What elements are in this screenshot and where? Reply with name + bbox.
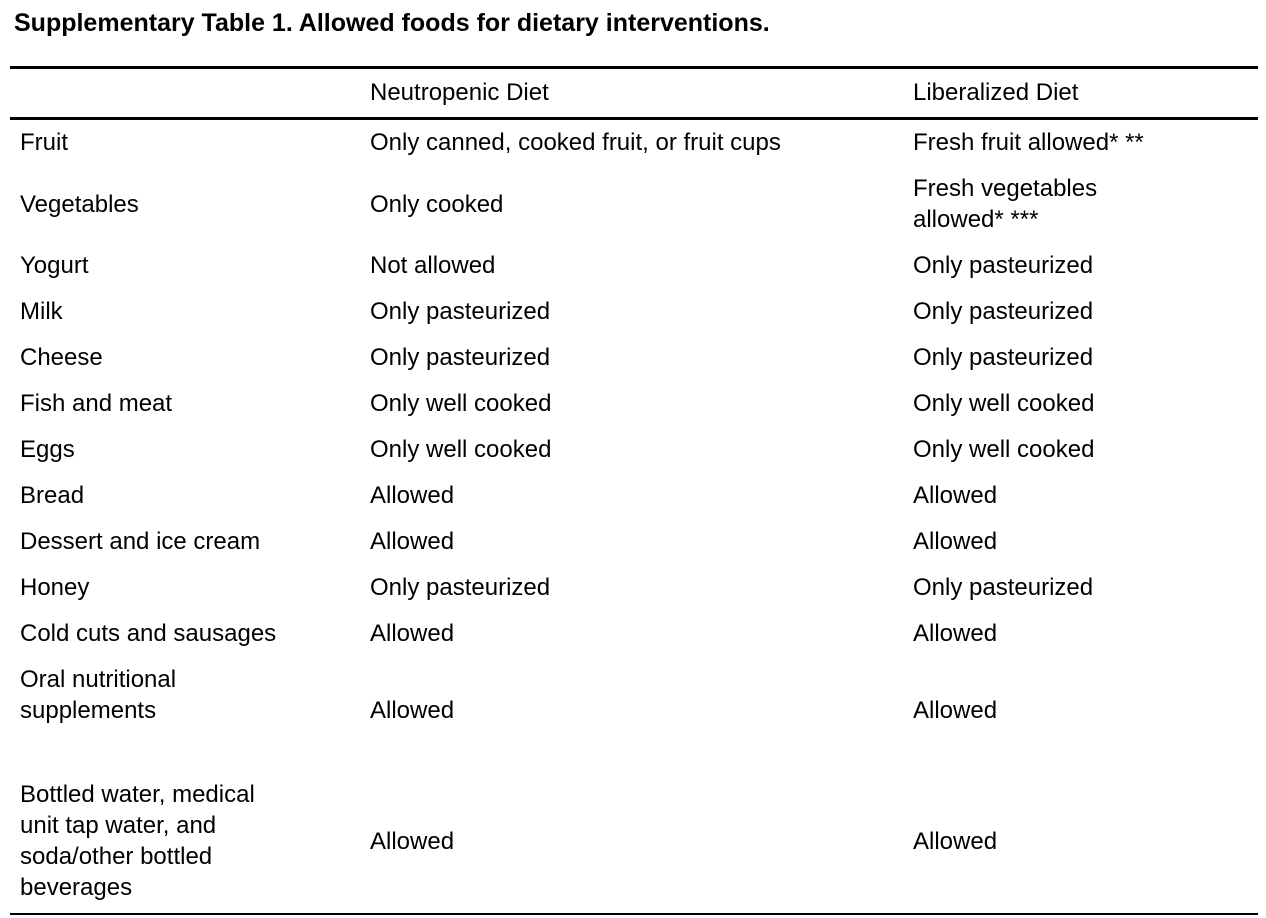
liberalized-cell: Only well cooked xyxy=(913,390,1095,417)
table-row: Yogurt Not allowed Only pasteurized xyxy=(10,243,1258,289)
table-row: Bread Allowed Allowed xyxy=(10,473,1258,519)
table-row: Honey Only pasteurized Only pasteurized xyxy=(10,565,1258,611)
food-cell: Cold cuts and sausages xyxy=(20,620,277,647)
header-row: Neutropenic Diet Liberalized Diet xyxy=(10,68,1258,119)
neutropenic-cell: Only well cooked xyxy=(370,390,552,417)
liberalized-cell: Allowed xyxy=(913,528,998,555)
liberalized-cell: Only pasteurized xyxy=(913,252,1094,279)
food-cell: Dessert and ice cream xyxy=(20,528,261,555)
neutropenic-cell: Only pasteurized xyxy=(370,574,551,601)
liberalized-cell: Only pasteurized xyxy=(913,344,1094,371)
table-row: Cold cuts and sausages Allowed Allowed xyxy=(10,611,1258,657)
neutropenic-cell: Allowed xyxy=(370,620,455,647)
food-cell: Bottled water, medical unit tap water, a… xyxy=(20,781,255,901)
food-cell: Vegetables xyxy=(20,190,139,218)
neutropenic-cell: Not allowed xyxy=(370,252,496,279)
liberalized-cell: Allowed xyxy=(913,697,998,724)
table-row: Cheese Only pasteurized Only pasteurized xyxy=(10,335,1258,381)
food-cell: Milk xyxy=(20,298,63,325)
liberalized-cell: Only pasteurized xyxy=(913,298,1094,325)
allowed-foods-table: Neutropenic Diet Liberalized Diet Fruit … xyxy=(10,66,1258,915)
neutropenic-cell: Allowed xyxy=(370,827,455,855)
table-row: Bottled water, medical unit tap water, a… xyxy=(10,769,1258,914)
food-cell: Oral nutritional supplements xyxy=(20,666,177,724)
header-neutropenic-diet: Neutropenic Diet xyxy=(370,79,549,106)
table-row: Oral nutritional supplements Allowed All… xyxy=(10,657,1258,769)
table-row: Dessert and ice cream Allowed Allowed xyxy=(10,519,1258,565)
neutropenic-cell: Only pasteurized xyxy=(370,298,551,325)
neutropenic-cell: Only well cooked xyxy=(370,436,552,463)
liberalized-cell: Fresh fruit allowed* ** xyxy=(913,129,1144,156)
neutropenic-cell: Only cooked xyxy=(370,190,504,218)
liberalized-cell: Allowed xyxy=(913,482,998,509)
table-row: Milk Only pasteurized Only pasteurized xyxy=(10,289,1258,335)
table-row: Fish and meat Only well cooked Only well… xyxy=(10,381,1258,427)
food-cell: Fish and meat xyxy=(20,390,173,417)
liberalized-cell: Only pasteurized xyxy=(913,574,1094,601)
liberalized-cell: Allowed xyxy=(913,827,998,855)
neutropenic-cell: Allowed xyxy=(370,697,455,724)
table-row: Fruit Only canned, cooked fruit, or frui… xyxy=(10,119,1258,167)
food-cell: Honey xyxy=(20,574,90,601)
liberalized-cell: Fresh vegetables allowed* *** xyxy=(913,175,1098,233)
food-cell: Bread xyxy=(20,482,85,509)
table-row: Eggs Only well cooked Only well cooked xyxy=(10,427,1258,473)
liberalized-cell: Allowed xyxy=(913,620,998,647)
page-title: Supplementary Table 1. Allowed foods for… xyxy=(14,9,770,37)
neutropenic-cell: Allowed xyxy=(370,528,455,555)
neutropenic-cell: Only pasteurized xyxy=(370,344,551,371)
neutropenic-cell: Only canned, cooked fruit, or fruit cups xyxy=(370,129,781,156)
food-cell: Fruit xyxy=(20,129,68,156)
table-row: Vegetables Only cooked Fresh vegetables … xyxy=(10,166,1258,243)
header-liberalized-diet: Liberalized Diet xyxy=(913,79,1079,106)
food-cell: Cheese xyxy=(20,344,103,371)
header-food-column xyxy=(10,68,360,119)
neutropenic-cell: Allowed xyxy=(370,482,455,509)
liberalized-cell: Only well cooked xyxy=(913,436,1095,463)
food-cell: Eggs xyxy=(20,436,75,463)
food-cell: Yogurt xyxy=(20,252,89,279)
